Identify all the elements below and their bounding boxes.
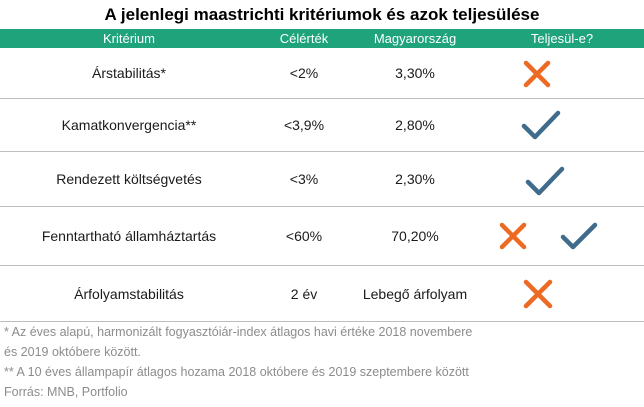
status-cell: [480, 152, 644, 206]
criterion-cell: Kamatkonvergencia**: [61, 117, 197, 133]
table-row: Rendezett költségvetés <3% 2,30%: [0, 152, 644, 207]
table-row: Árstabilitás* <2% 3,30%: [0, 48, 644, 99]
target-cell: <60%: [285, 228, 323, 244]
cross-icon: [523, 279, 553, 309]
criterion-cell: Rendezett költségvetés: [56, 171, 202, 187]
hungary-cell: 3,30%: [395, 65, 435, 81]
criterion-cell: Fenntartható államháztartás: [41, 228, 217, 244]
criterion-cell: Árfolyamstabilitás: [74, 285, 184, 302]
table-title: A jelenlegi maastrichti kritériumok és a…: [104, 5, 540, 24]
target-cell: <2%: [289, 65, 319, 81]
header-target: Célérték: [279, 31, 329, 46]
table-row: Kamatkonvergencia** <3,9% 2,80%: [0, 99, 644, 152]
table-row: Árfolyamstabilitás 2 év Lebegő árfolyam: [0, 266, 644, 322]
header-criterion: Kritérium: [102, 31, 155, 46]
footnote-1-line-1: * Az éves alapú, harmonizált fogyasztóiá…: [4, 325, 473, 339]
check-icon: [521, 110, 561, 140]
footnote-1-line-2: és 2019 októbere között.: [4, 345, 141, 359]
status-cell: [480, 207, 644, 265]
target-cell: <3,9%: [283, 117, 325, 133]
hungary-cell: 70,20%: [391, 228, 439, 244]
check-icon: [525, 166, 565, 196]
hungary-cell: Lebegő árfolyam: [362, 285, 468, 302]
status-cell: [480, 48, 644, 98]
hungary-cell: 2,80%: [395, 117, 435, 133]
status-cell: [480, 266, 644, 321]
criterion-cell: Árstabilitás*: [92, 65, 166, 81]
table-header: Kritérium Célérték Magyarország Teljesül…: [0, 29, 644, 48]
source-note: Forrás: MNB, Portfolio: [4, 385, 128, 399]
footnote-2: ** A 10 éves állampapír átlagos hozama 2…: [4, 365, 469, 379]
target-cell: <3%: [289, 171, 319, 187]
check-icon: [560, 222, 598, 250]
status-cell: [480, 99, 644, 151]
header-hungary: Magyarország: [373, 31, 457, 46]
cross-icon: [523, 60, 551, 88]
hungary-cell: 2,30%: [395, 171, 435, 187]
target-cell: 2 év: [290, 285, 318, 302]
table-row: Fenntartható államháztartás <60% 70,20%: [0, 207, 644, 266]
cross-icon: [499, 222, 527, 250]
header-fulfilled: Teljesül-e?: [530, 31, 594, 46]
